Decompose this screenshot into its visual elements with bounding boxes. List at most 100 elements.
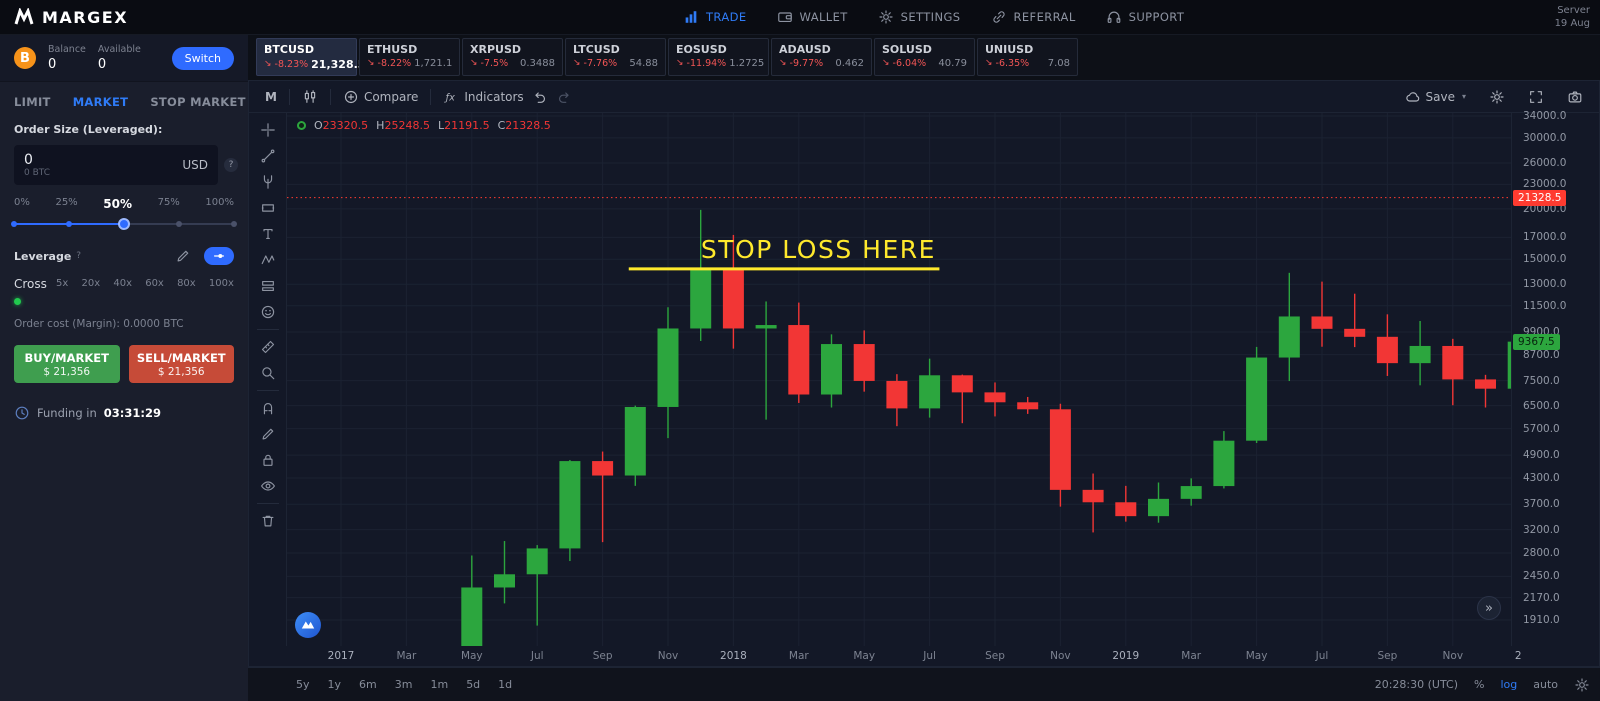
slider-dot-0[interactable] bbox=[11, 221, 17, 227]
order-size-input[interactable]: 0 0 BTC USD bbox=[14, 145, 218, 185]
nav-item-referral[interactable]: REFERRAL bbox=[991, 9, 1076, 25]
drawing-toolbar bbox=[249, 113, 287, 646]
slider-dot-25[interactable] bbox=[66, 221, 72, 227]
scroll-to-recent-button[interactable]: » bbox=[1477, 596, 1501, 620]
buy-market-button[interactable]: BUY/MARKET $ 21,356 bbox=[14, 345, 120, 383]
redo-icon[interactable] bbox=[552, 89, 576, 105]
timeframe-5d[interactable]: 5d bbox=[466, 678, 481, 691]
leverage-option-5x[interactable]: 5x bbox=[56, 278, 69, 289]
switch-button[interactable]: Switch bbox=[171, 46, 234, 70]
timeframe-6m[interactable]: 6m bbox=[359, 678, 377, 691]
leverage-option-40x[interactable]: 40x bbox=[113, 278, 132, 289]
indicators-label: Indicators bbox=[464, 89, 524, 104]
timeframe-1y[interactable]: 1y bbox=[327, 678, 342, 691]
price-tick: 20000.0 bbox=[1523, 202, 1567, 215]
timeframe-1d[interactable]: 1d bbox=[498, 678, 513, 691]
nav-item-wallet[interactable]: WALLET bbox=[777, 9, 848, 25]
percent-scale-button[interactable]: % bbox=[1474, 678, 1485, 691]
leverage-option-60x[interactable]: 60x bbox=[145, 278, 164, 289]
snapshot-icon[interactable] bbox=[1563, 89, 1587, 105]
nav-item-trade[interactable]: TRADE bbox=[683, 9, 747, 25]
margin-mode-label[interactable]: Cross bbox=[14, 277, 47, 291]
draw-tool-icon[interactable] bbox=[253, 421, 283, 447]
pitchfork-tool-icon[interactable] bbox=[253, 169, 283, 195]
ticker-symbol: EOSUSD bbox=[676, 43, 727, 56]
ticker-price: 7.08 bbox=[1047, 58, 1070, 69]
time-axis[interactable]: 2017 Mar May Jul Sep Nov 2018 Mar May Jul Sep Nov 20… bbox=[249, 646, 1599, 666]
fullscreen-icon[interactable] bbox=[1524, 89, 1548, 105]
funding-label: Funding in bbox=[37, 406, 97, 420]
chart-type-icon[interactable] bbox=[298, 89, 322, 105]
position-tool-icon[interactable] bbox=[253, 273, 283, 299]
ticker-change: -8.22% bbox=[377, 58, 412, 69]
down-arrow-icon: ↘ bbox=[367, 58, 375, 68]
help-icon[interactable]: ? bbox=[224, 158, 238, 172]
ticker-BTCUSD[interactable]: BTCUSD ↘ -8.23% 21,328.5 bbox=[256, 38, 365, 76]
save-button[interactable]: Save ▾ bbox=[1401, 89, 1470, 105]
undo-icon[interactable] bbox=[528, 89, 552, 105]
zoom-tool-icon[interactable] bbox=[253, 360, 283, 386]
ticker-EOSUSD[interactable]: EOSUSD ↘ -11.94% 1.2725 bbox=[668, 38, 769, 76]
leverage-option-80x[interactable]: 80x bbox=[177, 278, 196, 289]
percent-label-0[interactable]: 0% bbox=[14, 197, 30, 208]
timeframe-5y[interactable]: 5y bbox=[296, 678, 310, 691]
ticker-LTCUSD[interactable]: LTCUSD ↘ -7.76% 54.88 bbox=[565, 38, 666, 76]
chart-canvas[interactable]: STOP LOSS HERE O23320.5 H25248.5 L21191.5 C… bbox=[287, 113, 1511, 646]
eye-tool-icon[interactable] bbox=[253, 473, 283, 499]
candle-body bbox=[526, 548, 548, 575]
stop-loss-annotation[interactable]: STOP LOSS HERE bbox=[628, 235, 940, 271]
sell-market-button[interactable]: SELL/MARKET $ 21,356 bbox=[128, 345, 234, 383]
ticker-ADAUSD[interactable]: ADAUSD ↘ -9.77% 0.462 bbox=[771, 38, 872, 76]
timeframe-1m[interactable]: 1m bbox=[430, 678, 449, 691]
rectangle-tool-icon[interactable] bbox=[253, 195, 283, 221]
leverage-option-20x[interactable]: 20x bbox=[81, 278, 101, 289]
chart-settings-icon[interactable] bbox=[1485, 89, 1509, 105]
log-scale-button[interactable]: log bbox=[1500, 678, 1518, 691]
percent-label-25[interactable]: 25% bbox=[55, 197, 78, 208]
link-icon bbox=[991, 9, 1007, 25]
timeframe-3m[interactable]: 3m bbox=[394, 678, 413, 691]
tab-limit[interactable]: LIMIT bbox=[14, 95, 51, 109]
leverage-edit-icon[interactable] bbox=[170, 247, 196, 265]
ticker-XRPUSD[interactable]: XRPUSD ↘ -7.5% 0.3488 bbox=[462, 38, 563, 76]
pattern-tool-icon[interactable] bbox=[253, 247, 283, 273]
indicators-button[interactable]: ƒx Indicators bbox=[439, 89, 527, 105]
compare-button[interactable]: Compare bbox=[339, 89, 422, 105]
leverage-help-icon[interactable]: ? bbox=[76, 251, 82, 261]
margex-logo[interactable]: MARGEX bbox=[14, 8, 128, 27]
lock-tool-icon[interactable] bbox=[253, 447, 283, 473]
ticker-ETHUSD[interactable]: ETHUSD ↘ -8.22% 1,721.1 bbox=[359, 38, 460, 76]
percent-label-100[interactable]: 100% bbox=[205, 197, 234, 208]
percent-label-50[interactable]: 50% bbox=[103, 197, 132, 211]
nav-item-support[interactable]: SUPPORT bbox=[1106, 9, 1185, 25]
slider-dot-100[interactable] bbox=[231, 221, 237, 227]
slider-dot-75[interactable] bbox=[176, 221, 182, 227]
trash-tool-icon[interactable] bbox=[253, 508, 283, 534]
candle-body bbox=[951, 375, 973, 393]
leverage-option-100x[interactable]: 100x bbox=[208, 278, 234, 289]
axis-settings-icon[interactable] bbox=[1574, 677, 1590, 693]
down-arrow-icon: ↘ bbox=[985, 58, 993, 68]
magnet-tool-icon[interactable] bbox=[253, 395, 283, 421]
tab-stop-market[interactable]: STOP MARKET bbox=[150, 95, 246, 109]
auto-scale-button[interactable]: auto bbox=[1533, 678, 1558, 691]
ticker-UNIUSD[interactable]: UNIUSD ↘ -6.35% 7.08 bbox=[977, 38, 1078, 76]
text-tool-icon[interactable] bbox=[253, 221, 283, 247]
interval-button[interactable]: M bbox=[265, 89, 277, 104]
ruler-tool-icon[interactable] bbox=[253, 334, 283, 360]
nav-item-settings[interactable]: SETTINGS bbox=[878, 9, 961, 25]
price-tick: 4300.0 bbox=[1523, 471, 1560, 484]
time-tick: 2019 bbox=[1112, 650, 1140, 662]
time-tick: Mar bbox=[396, 650, 417, 662]
ticker-SOLUSD[interactable]: SOLUSD ↘ -6.04% 40.79 bbox=[874, 38, 975, 76]
leverage-slider-toggle[interactable] bbox=[204, 247, 234, 265]
tab-market[interactable]: MARKET bbox=[72, 95, 129, 109]
order-size-slider[interactable] bbox=[11, 216, 237, 232]
ticker-symbol: SOLUSD bbox=[882, 43, 932, 56]
price-axis[interactable]: 34000.0 30000.0 26000.0 23000.0 20000.0 17000… bbox=[1511, 110, 1599, 646]
crosshair-tool-icon[interactable] bbox=[253, 117, 283, 143]
emoji-tool-icon[interactable] bbox=[253, 299, 283, 325]
percent-label-75[interactable]: 75% bbox=[157, 197, 180, 208]
trendline-tool-icon[interactable] bbox=[253, 143, 283, 169]
slider-handle[interactable] bbox=[118, 218, 130, 230]
